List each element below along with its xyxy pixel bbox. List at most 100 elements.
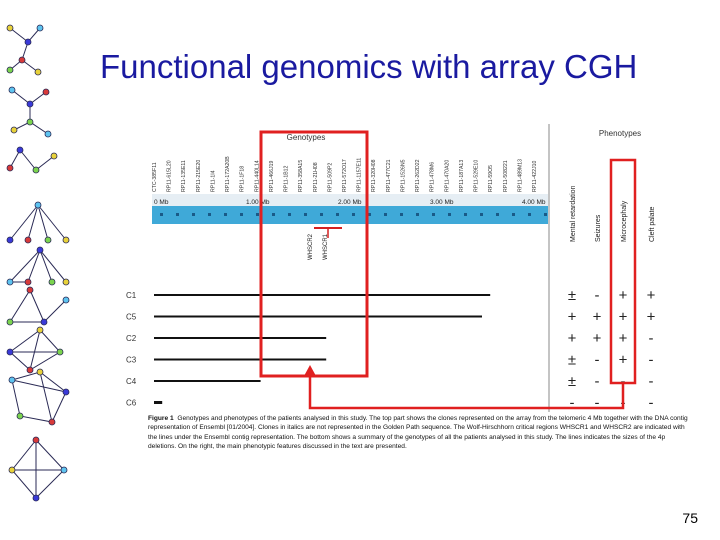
phenotype-value: +	[568, 330, 577, 347]
clone-label: RP11-508221	[503, 160, 509, 192]
contig-tick	[496, 213, 499, 216]
phenotype-value: -	[595, 287, 600, 304]
contig-tick	[368, 213, 371, 216]
contig-tick	[432, 213, 435, 216]
phenotype-column-label: Seizures	[595, 214, 602, 242]
contig-tick	[288, 213, 291, 216]
clone-label: RP11-1I4	[210, 170, 216, 192]
contig-band-top	[152, 194, 548, 206]
scale-label: 4.00 Mb	[522, 199, 546, 206]
scale-labels: 0 Mb 1.00 Mb 2.00 Mb 3.00 Mb 4.00 Mb	[154, 199, 546, 206]
clone-label: RP11-615L20	[167, 160, 173, 192]
contig-tick	[160, 213, 163, 216]
network-graph-sidebar	[6, 24, 70, 502]
clone-label: RP11-135E11	[181, 160, 187, 192]
contig-tick	[256, 213, 259, 216]
contig-tick	[192, 213, 195, 216]
phenotype-value: -	[595, 352, 600, 369]
clone-label: RP11-215E20	[196, 160, 202, 192]
contig-tick	[336, 213, 339, 216]
contig-tick	[416, 213, 419, 216]
contig-tick	[208, 213, 211, 216]
clone-label: RP11-477C21	[386, 159, 392, 192]
clone-label: RP11-358A15	[298, 160, 304, 192]
patient-rows: C1 ± - + +C5 + + + +C2 + + + -C3 ± - + -C4 ± - - -C6- - - -	[126, 287, 656, 412]
scale-label: 2.00 Mb	[338, 199, 362, 206]
clone-label: RP11-466J19	[269, 161, 275, 192]
phenotype-value: -	[649, 330, 654, 347]
phenotype-value: +	[593, 330, 602, 347]
patient-id: C4	[126, 377, 137, 386]
contig-tick	[544, 213, 547, 216]
whscr1-label: WHSCR1	[323, 233, 329, 260]
contig-tick	[480, 213, 483, 216]
clone-label: RP11-21H08	[313, 162, 319, 192]
contig-tick	[352, 213, 355, 216]
clone-label: RP11-187A13	[459, 160, 465, 192]
whscr2-label: WHSCR2	[308, 233, 314, 260]
patient-id: C1	[126, 291, 137, 300]
contig-tick	[272, 213, 275, 216]
scale-label: 1.00 Mb	[246, 199, 270, 206]
phenotype-value: -	[649, 373, 654, 390]
contig-tick	[176, 213, 179, 216]
clone-label: RP11-529E10	[474, 160, 480, 192]
contig-tick	[224, 213, 227, 216]
array-cgh-figure: Genotypes Phenotypes CTC-385F11 RP11-615L…	[126, 124, 656, 412]
contig-tick	[512, 213, 515, 216]
contig-tick	[384, 213, 387, 216]
phenotype-column-label: Mental retardation	[570, 185, 577, 242]
contig-tick	[448, 213, 451, 216]
contig-tick	[240, 213, 243, 216]
phenotype-value: +	[568, 309, 577, 326]
clone-label: RP11-1F18	[240, 166, 246, 192]
highlight-connector-arrowhead	[304, 365, 316, 376]
phenotype-value: ±	[568, 287, 576, 304]
clone-label: RP11-572O17	[342, 159, 348, 192]
patient-id: C3	[126, 356, 137, 365]
contig-tick	[320, 213, 323, 216]
clone-label: RP11-172A20B	[225, 156, 231, 192]
caption-text: Genotypes and phenotypes of the patients…	[148, 415, 688, 451]
contig-ticks	[160, 213, 547, 216]
figure-caption: Figure 1 Genotypes and phenotypes of the…	[148, 414, 690, 452]
clone-label: RP11-1526N5	[400, 159, 406, 192]
scale-label: 0 Mb	[154, 199, 169, 206]
phenotype-value: ±	[568, 352, 576, 369]
clone-label: RP11-1157E11	[357, 158, 363, 192]
phenotype-value: +	[619, 309, 628, 326]
phenotype-value: +	[619, 352, 628, 369]
phenotype-value: +	[619, 287, 628, 304]
page-number: 75	[682, 510, 698, 526]
clone-label: RP11-422J10	[532, 161, 538, 192]
phenotype-column-labels: Mental retardation Seizures Microcephaly Cl…	[570, 185, 656, 242]
clone-label: RP11-1B12	[284, 165, 290, 192]
clone-label: RP11-478M6	[430, 162, 436, 192]
genotypes-header: Genotypes	[287, 133, 326, 142]
phenotype-column-label: Microcephaly	[621, 200, 628, 242]
phenotype-value: +	[647, 287, 656, 304]
phenotype-value: -	[649, 395, 654, 412]
patient-id: C6	[126, 399, 137, 408]
caption-label: Figure 1	[148, 415, 174, 422]
contig-band	[152, 206, 548, 224]
contig-tick	[464, 213, 467, 216]
clone-label: RP11-489M13	[517, 159, 523, 192]
phenotypes-header: Phenotypes	[599, 129, 641, 138]
phenotype-value: +	[619, 330, 628, 347]
clone-label: RP11-470A20	[444, 160, 450, 192]
clone-label: RP11-440L14	[254, 160, 260, 192]
clone-label: RP11-509P2	[327, 163, 333, 192]
clone-labels: CTC-385F11 RP11-615L20 RP11-135E11 RP11-215…	[152, 156, 538, 192]
phenotype-column-label: Cleft palate	[649, 206, 656, 242]
phenotype-value: -	[595, 395, 600, 412]
phenotype-value: -	[570, 395, 575, 412]
phenotype-value: ±	[568, 373, 576, 390]
clone-label: RP11-59O5	[488, 165, 494, 192]
clone-label: RP11-262D22	[415, 159, 421, 192]
phenotype-value: -	[649, 352, 654, 369]
phenotype-highlight-box	[609, 158, 637, 385]
patient-id: C2	[126, 334, 137, 343]
phenotype-value: -	[595, 373, 600, 390]
phenotype-value: +	[647, 309, 656, 326]
